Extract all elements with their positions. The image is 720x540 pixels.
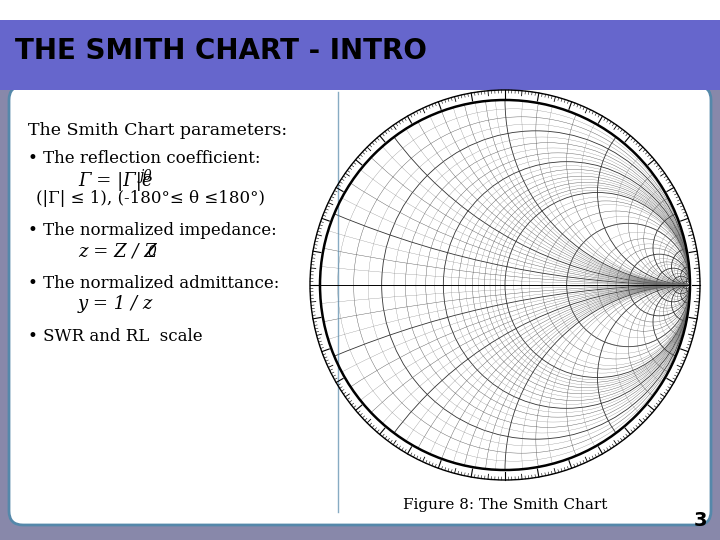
Text: THE SMITH CHART - INTRO: THE SMITH CHART - INTRO: [15, 37, 427, 65]
Text: 3: 3: [693, 511, 707, 530]
Text: • The normalized impedance:: • The normalized impedance:: [28, 222, 276, 239]
Text: 0: 0: [148, 245, 157, 259]
Bar: [0, 0, 720, 20]
Text: jθ: jθ: [140, 169, 153, 183]
Circle shape: [320, 100, 690, 470]
Text: y = 1 / z: y = 1 / z: [78, 295, 153, 313]
Text: • The reflection coefficient:: • The reflection coefficient:: [28, 150, 261, 167]
Text: (|Γ| ≤ 1), (-180°≤ θ ≤180°): (|Γ| ≤ 1), (-180°≤ θ ≤180°): [36, 190, 265, 207]
Text: Γ = |Γ|e: Γ = |Γ|e: [78, 172, 153, 191]
Text: z = Z / Z: z = Z / Z: [78, 242, 157, 260]
Bar: [0, 82, 720, 90]
Text: • The normalized admittance:: • The normalized admittance:: [28, 275, 279, 292]
FancyBboxPatch shape: [9, 86, 711, 525]
Bar: [0, 20, 720, 82]
Text: • SWR and RL  scale: • SWR and RL scale: [28, 328, 202, 345]
Text: The Smith Chart parameters:: The Smith Chart parameters:: [28, 122, 287, 139]
Text: Figure 8: The Smith Chart: Figure 8: The Smith Chart: [402, 498, 607, 512]
